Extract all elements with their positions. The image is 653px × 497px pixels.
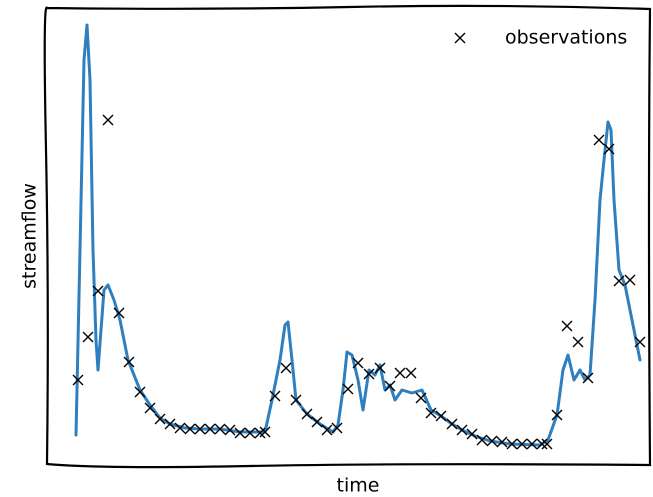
observation-marker	[290, 394, 302, 406]
observation-marker	[446, 418, 458, 430]
observation-marker	[321, 424, 333, 436]
observation-marker	[92, 285, 104, 297]
observation-marker	[405, 367, 417, 379]
observation-marker	[259, 426, 271, 438]
observation-marker	[234, 427, 246, 439]
observation-marker	[164, 418, 176, 430]
x-axis-label: time	[337, 475, 380, 497]
observation-marker	[425, 407, 437, 419]
observation-marker	[593, 134, 605, 146]
observation-marker	[311, 416, 323, 428]
observation-marker	[352, 357, 364, 369]
plot-frame	[43, 4, 652, 469]
observation-marker	[551, 409, 563, 421]
observation-marker	[102, 114, 114, 126]
observation-marker	[374, 362, 386, 374]
observation-marker	[214, 423, 226, 435]
observation-marker	[331, 422, 343, 434]
observation-marker	[572, 336, 584, 348]
observation-marker	[342, 383, 354, 395]
observation-marker	[280, 362, 292, 374]
observation-marker	[394, 367, 406, 379]
observation-marker	[516, 438, 528, 450]
observation-marker	[363, 368, 375, 380]
observation-marker	[174, 422, 186, 434]
observation-marker	[415, 392, 427, 404]
observation-marker	[194, 423, 206, 435]
observation-marker	[154, 413, 166, 425]
observation-marker	[476, 434, 488, 446]
observation-marker	[541, 438, 553, 450]
y-axis-label: streamflow	[19, 183, 41, 289]
observation-marker	[384, 380, 396, 392]
observation-marker	[134, 386, 146, 398]
observation-marker	[466, 428, 478, 440]
observation-marker	[624, 274, 636, 286]
observation-marker	[123, 356, 135, 368]
observation-marker	[244, 427, 256, 439]
observation-marker	[113, 307, 125, 319]
observation-marker	[144, 402, 156, 414]
legend-label: observations	[505, 27, 627, 49]
observation-marker	[456, 424, 468, 436]
observation-marker	[72, 374, 84, 386]
observation-marker	[526, 438, 538, 450]
observation-marker	[301, 408, 313, 420]
observation-marker	[184, 423, 196, 435]
observation-marker	[269, 390, 281, 402]
observation-marker	[613, 275, 625, 287]
observation-marker	[486, 435, 498, 447]
observation-marker	[496, 436, 508, 448]
observation-marker	[634, 336, 646, 348]
streamflow-line	[74, 23, 642, 447]
observation-marker	[82, 331, 94, 343]
observation-marker	[582, 372, 594, 384]
observation-marker	[561, 320, 573, 332]
observation-marker	[536, 438, 548, 450]
observation-marker	[506, 438, 518, 450]
observation-marker	[224, 424, 236, 436]
observation-marker	[435, 410, 447, 422]
observation-marker	[603, 143, 615, 155]
observation-marker	[204, 423, 216, 435]
legend-marker	[454, 32, 466, 44]
